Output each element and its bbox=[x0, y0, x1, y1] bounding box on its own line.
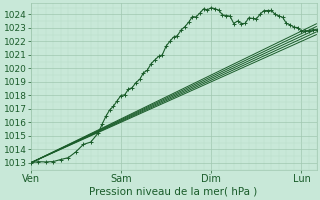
X-axis label: Pression niveau de la mer( hPa ): Pression niveau de la mer( hPa ) bbox=[90, 187, 258, 197]
